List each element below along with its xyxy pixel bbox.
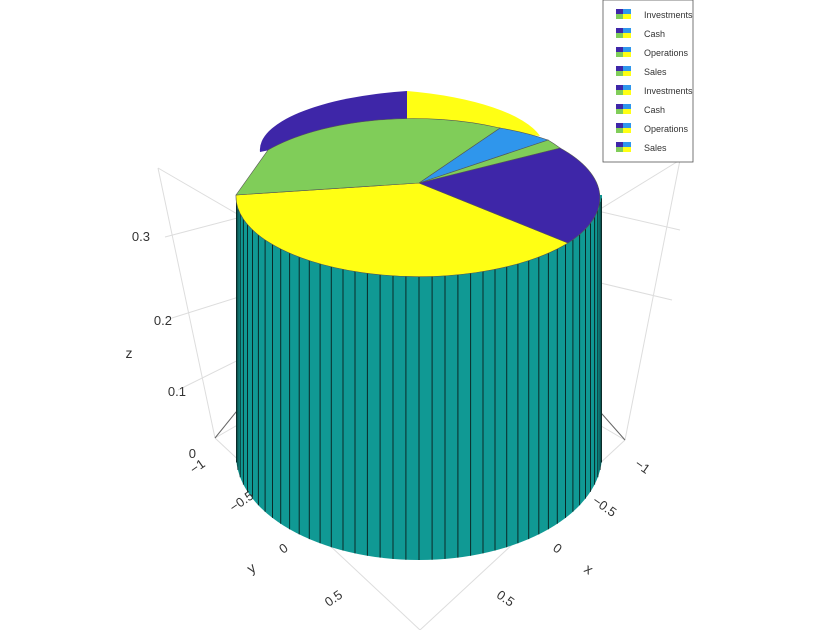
legend-label: Operations: [644, 48, 689, 58]
z-axis-title: z: [126, 345, 133, 361]
z-tick-label: 0: [189, 446, 196, 461]
legend-swatch: [623, 33, 631, 38]
legend-swatch: [616, 33, 624, 38]
legend-item[interactable]: Sales: [616, 142, 667, 153]
x-tick-label: −1: [632, 456, 653, 477]
legend-swatch: [616, 28, 624, 33]
legend-swatch: [623, 85, 631, 90]
legend-swatch: [623, 71, 631, 76]
legend-item[interactable]: Operations: [616, 47, 689, 58]
legend-swatch: [623, 104, 631, 109]
legend-label: Cash: [644, 29, 665, 39]
legend-swatch: [616, 123, 624, 128]
x-tick-label: 0: [550, 540, 565, 556]
legend-item[interactable]: Investments: [616, 85, 693, 96]
z-ticks: 0 0.1 0.2 0.3 z: [126, 229, 197, 461]
legend-swatch: [623, 142, 631, 147]
top-slice-investments: [418, 147, 601, 244]
legend-swatch: [616, 142, 624, 147]
y-tick-label: 0.5: [322, 587, 345, 610]
z-tick-label: 0.3: [132, 229, 150, 244]
cylinder-side: [236, 195, 602, 560]
legend-label: Investments: [644, 10, 693, 20]
x-axis-title: x: [581, 560, 596, 577]
legend-swatch: [616, 85, 624, 90]
y-tick-label: −1: [187, 456, 208, 477]
legend-box: [602, 0, 694, 163]
legend-swatch: [623, 14, 631, 19]
legend-swatch: [623, 66, 631, 71]
y-axis-title: y: [244, 559, 259, 576]
legend-item[interactable]: Cash: [616, 104, 665, 115]
legend-swatch: [623, 147, 631, 152]
z-tick-label: 0.1: [168, 384, 186, 399]
side-facet-lines: [236, 198, 602, 560]
x-tick-label: 0.5: [494, 587, 517, 610]
legend-swatch: [616, 66, 624, 71]
legend-swatch: [616, 14, 624, 19]
legend-label: Cash: [644, 105, 665, 115]
legend-item[interactable]: Operations: [616, 123, 689, 134]
legend-swatch: [616, 90, 624, 95]
legend-item[interactable]: Sales: [616, 66, 667, 77]
legend-swatch: [623, 128, 631, 133]
legend-swatch: [616, 9, 624, 14]
legend-swatch: [616, 71, 624, 76]
top-slice-green: [235, 118, 501, 196]
legend-swatch: [616, 104, 624, 109]
legend-swatch: [616, 52, 624, 57]
legend: Investments Cash Operations Sales Investment…: [602, 0, 694, 163]
legend-swatch: [623, 109, 631, 114]
legend-swatch: [623, 90, 631, 95]
legend-swatch: [623, 28, 631, 33]
y-tick-label: 0: [276, 540, 291, 556]
legend-swatch: [623, 9, 631, 14]
legend-swatch: [616, 128, 624, 133]
legend-label: Investments: [644, 86, 693, 96]
top-slice-sales: [235, 182, 569, 277]
legend-swatch: [616, 147, 624, 152]
legend-item[interactable]: Cash: [616, 28, 665, 39]
legend-swatch: [616, 109, 624, 114]
legend-swatch: [616, 47, 624, 52]
legend-label: Operations: [644, 124, 689, 134]
top-pie: [235, 91, 601, 277]
legend-swatch: [623, 52, 631, 57]
legend-item[interactable]: Investments: [616, 9, 693, 20]
x-tick-label: −0.5: [590, 493, 620, 520]
legend-swatch: [623, 47, 631, 52]
legend-label: Sales: [644, 143, 667, 153]
legend-swatch: [623, 123, 631, 128]
legend-label: Sales: [644, 67, 667, 77]
z-tick-label: 0.2: [154, 313, 172, 328]
